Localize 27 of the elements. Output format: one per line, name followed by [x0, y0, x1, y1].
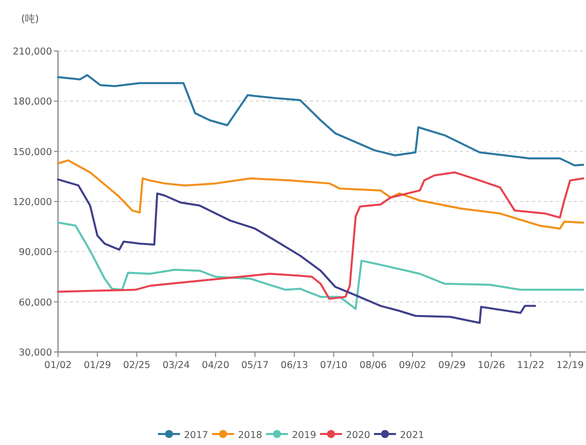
- x-tick-label: 09/29: [438, 360, 466, 371]
- y-tick-label: 90,000: [18, 247, 52, 258]
- x-tick-label: 01/02: [44, 360, 72, 371]
- x-tick-label: 10/26: [478, 360, 506, 371]
- y-tick-label: 180,000: [12, 96, 52, 108]
- y-tick-label: 120,000: [12, 197, 52, 208]
- x-tick-label: 07/10: [320, 360, 348, 371]
- y-tick-label: 60,000: [18, 297, 52, 308]
- x-tick-label: 08/06: [359, 360, 387, 371]
- x-tick-label: 11/22: [517, 360, 544, 371]
- x-tick-label: 06/13: [280, 360, 308, 371]
- legend-label: 2019: [292, 430, 316, 441]
- x-tick-label: 04/20: [202, 360, 230, 371]
- x-tick-label: 12/19: [556, 360, 584, 371]
- legend-label: 2021: [400, 430, 424, 441]
- x-tick-label: 03/24: [162, 360, 190, 371]
- x-tick-label: 02/25: [123, 360, 150, 371]
- legend-label: 2020: [346, 430, 370, 441]
- x-tick-label: 01/29: [84, 360, 112, 371]
- legend-label: 2018: [238, 430, 262, 441]
- y-tick-label: 210,000: [12, 46, 52, 58]
- x-tick-label: 05/17: [241, 360, 269, 371]
- y-tick-label: 150,000: [12, 146, 52, 158]
- y-tick-label: 30,000: [18, 348, 52, 358]
- legend-label: 2017: [184, 430, 208, 441]
- x-tick-label: 09/02: [398, 360, 426, 371]
- y-axis-title: (吨): [21, 13, 39, 25]
